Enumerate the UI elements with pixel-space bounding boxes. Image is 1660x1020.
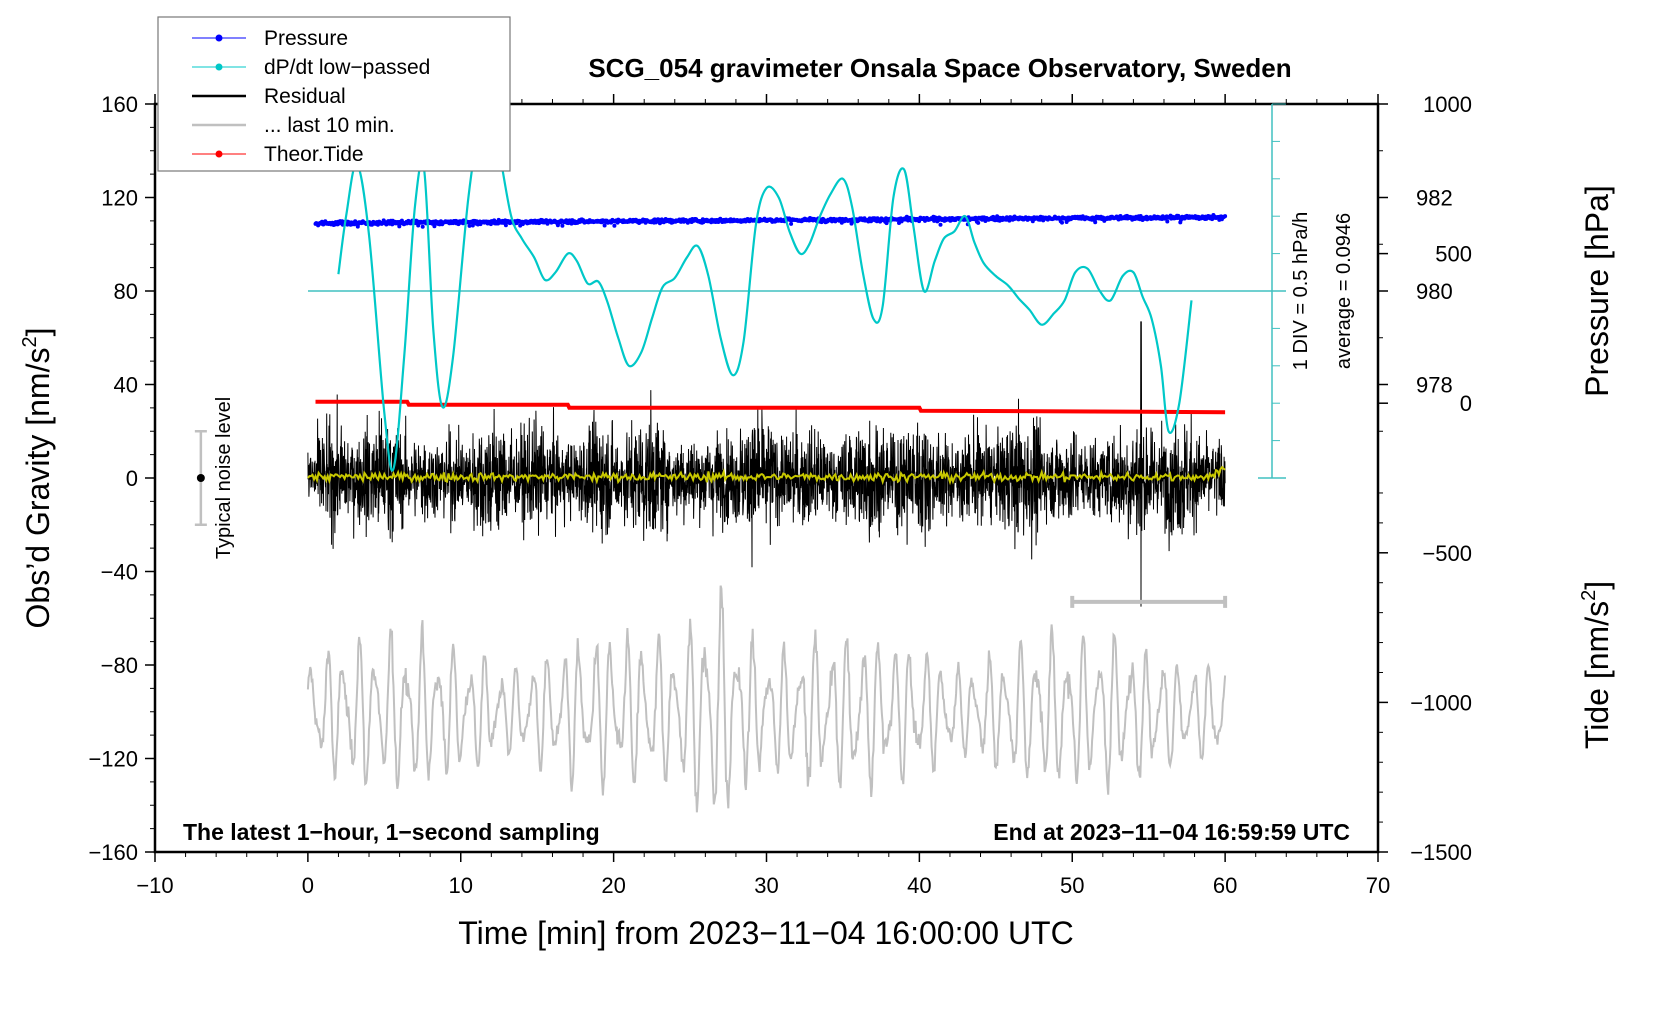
x-tick-label: −10 [136, 873, 173, 898]
y-left-sup: 2 [19, 336, 41, 347]
pressure-point [470, 223, 475, 228]
tide-base: Tide [nm/s [1579, 601, 1615, 749]
noise-center-dot [196, 474, 205, 482]
annotation-end-time: End at 2023−11−04 16:59:59 UTC [993, 819, 1350, 845]
tide-tick-label: −1000 [1410, 690, 1472, 715]
legend-label: Residual [264, 85, 346, 108]
x-tick-label: 30 [754, 873, 778, 898]
x-tick-label: 10 [449, 873, 473, 898]
pressure-tick-label: 982 [1416, 186, 1453, 211]
series-theor-tide [315, 399, 1226, 415]
pressure-point [1060, 220, 1064, 225]
x-tick-label: 0 [302, 873, 314, 898]
y-axis-title-pressure: Pressure [hPa] [1579, 185, 1615, 397]
pressure-point [1093, 220, 1098, 225]
tide-tick-label: 500 [1435, 242, 1472, 267]
pressure-point [420, 224, 425, 229]
pressure-tick-label: 980 [1416, 279, 1453, 304]
legend-box [157, 16, 511, 172]
dpdt-scale-axis [308, 103, 1286, 479]
dpdt-line [337, 113, 1193, 472]
last-10-min-line [306, 585, 1227, 813]
series-pressure [313, 213, 1228, 229]
legend-marker [215, 63, 223, 71]
pressure-point [602, 223, 607, 228]
y-axis-title-left: Obs’d Gravity [nm/s2] [19, 328, 56, 629]
pressure-point [976, 220, 981, 225]
tide-close: ] [1579, 581, 1615, 590]
pressure-point [789, 221, 794, 226]
y-left-base: Obs’d Gravity [nm/s [20, 348, 56, 629]
pressure-point [397, 224, 402, 229]
y-left-tick-label: −80 [101, 653, 138, 678]
residual-line [307, 321, 1226, 607]
legend-entries: Pressure dP/dt low−passed Residual ... last… [192, 27, 430, 166]
tide-tick-label: 0 [1460, 391, 1472, 416]
annotation-dpdt-average: average = 0.0946 [1333, 213, 1355, 369]
pressure-point [467, 223, 472, 228]
x-tick-label: 70 [1366, 873, 1390, 898]
y-left-close: ] [20, 328, 56, 337]
x-tick-label: 50 [1060, 873, 1084, 898]
theor-tide-line [315, 399, 1226, 415]
pressure-point [432, 224, 437, 229]
legend-label: ... last 10 min. [264, 114, 395, 137]
y-left-tick-label: 40 [114, 373, 138, 398]
tide-tick-label: 1000 [1423, 92, 1472, 117]
pressure-point [612, 223, 617, 228]
tide-tick-label: −1500 [1410, 840, 1472, 865]
y-axis-title-tide: Tide [nm/s2] [1578, 581, 1615, 749]
pressure-point [1165, 219, 1170, 224]
annotation-noise-label: Typical noise level [213, 397, 235, 559]
y-left-tick-label: 80 [114, 279, 138, 304]
axes: −10 0 10 20 30 40 50 60 70 160 120 80 40 0 −40 −80 −120 −… [88, 92, 1472, 898]
series-dpdt [337, 113, 1193, 472]
series-last-10-min [306, 585, 1227, 813]
legend-label: Pressure [264, 27, 348, 50]
x-axis-title: Time [min] from 2023−11−04 16:00:00 UTC [458, 915, 1073, 951]
x-tick-label: 60 [1213, 873, 1237, 898]
annotation-sampling: The latest 1−hour, 1−second sampling [183, 819, 600, 845]
chart-title: SCG_054 gravimeter Onsala Space Observat… [588, 53, 1291, 83]
residual-smoothed-line [307, 465, 1226, 486]
legend: Pressure dP/dt low−passed Residual ... last… [157, 16, 511, 172]
tide-sup: 2 [1578, 590, 1600, 601]
legend-label: dP/dt low−passed [264, 56, 430, 79]
pressure-tick-label: 978 [1416, 373, 1453, 398]
pressure-point [1223, 214, 1228, 219]
pressure-point [560, 223, 565, 228]
y-left-tick-label: −160 [88, 840, 138, 865]
series-residual-smoothed [307, 465, 1226, 486]
pressure-point [938, 222, 943, 227]
y-left-tick-label: 0 [126, 466, 138, 491]
legend-label: Theor.Tide [264, 143, 364, 166]
y-left-tick-label: 160 [101, 92, 138, 117]
annotations [194, 430, 1228, 608]
x-tick-label: 40 [907, 873, 931, 898]
pressure-point [503, 223, 508, 228]
tide-tick-label: −500 [1422, 541, 1472, 566]
legend-marker [215, 34, 223, 42]
annotation-dpdt-scale: 1 DIV = 0.5 hPa/h [1290, 212, 1312, 370]
x-tick-label: 20 [601, 873, 625, 898]
y-left-tick-label: −120 [88, 747, 138, 772]
y-left-tick-label: −40 [101, 560, 138, 585]
pressure-point [416, 223, 421, 228]
legend-marker [215, 150, 223, 158]
y-left-tick-label: 120 [101, 186, 138, 211]
series-residual [307, 321, 1226, 607]
